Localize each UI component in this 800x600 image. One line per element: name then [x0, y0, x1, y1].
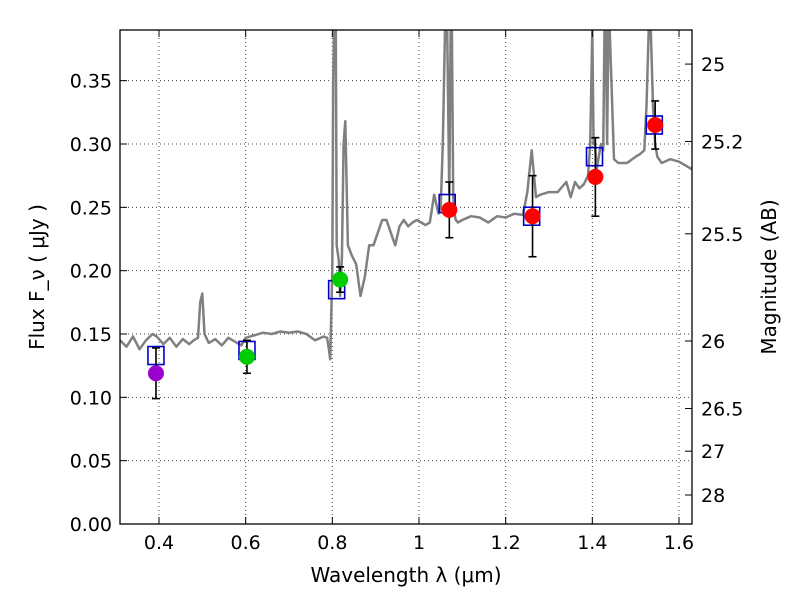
observed-photometry-point — [524, 208, 541, 225]
observed-photometry-point — [647, 117, 664, 133]
y-tick-label: 0.30 — [70, 134, 112, 156]
magnitude-tick-label: 26.5 — [701, 398, 743, 420]
x-tick-label: 1.2 — [491, 532, 521, 554]
y-tick-label: 0.20 — [70, 261, 112, 283]
y-tick-label: 0.05 — [70, 451, 112, 473]
x-tick-label: 1.4 — [577, 532, 607, 554]
right-axis-label: Magnitude (AB) — [757, 199, 781, 354]
model-photometry-square — [585, 146, 604, 167]
spectrum-layer — [120, 30, 692, 361]
observed-photometry-point — [238, 348, 255, 365]
magnitude-tick-label: 25.2 — [701, 131, 743, 153]
axis-ticks: 0.4 0.6 0.8 1 1.2 1.4 1.6 0.00 0.05 0.10 0.15 0.20 0… — [70, 30, 743, 554]
observed-photometry-point — [441, 201, 458, 218]
y-axis-label: Flux F_ν ( μJy ) — [25, 204, 49, 350]
x-tick-label: 1.6 — [664, 532, 694, 554]
x-axis-label: Wavelength λ (μm) — [310, 563, 501, 587]
x-tick-label: 0.6 — [231, 532, 261, 554]
x-tick-label: 0.8 — [317, 532, 347, 554]
plot-frame — [119, 29, 693, 525]
magnitude-tick-label: 27 — [701, 441, 725, 463]
marker-layer — [147, 100, 664, 400]
x-tick-label: 1 — [413, 532, 425, 554]
y-tick-label: 0.35 — [70, 71, 112, 93]
magnitude-tick-label: 25 — [701, 54, 725, 76]
observed-photometry-point — [147, 365, 164, 382]
magnitude-tick-label: 25.5 — [701, 224, 743, 246]
x-tick-label: 0.4 — [144, 532, 174, 554]
magnitude-tick-label: 28 — [701, 485, 725, 507]
y-tick-label: 0.25 — [70, 197, 112, 219]
observed-photometry-point — [587, 168, 604, 185]
observed-photometry-point — [332, 271, 349, 288]
y-tick-label: 0.10 — [70, 387, 112, 409]
y-tick-label: 0.00 — [70, 514, 112, 536]
y-tick-label: 0.15 — [70, 324, 112, 346]
magnitude-tick-label: 26 — [701, 331, 725, 353]
model-spectrum-line — [120, 30, 692, 361]
